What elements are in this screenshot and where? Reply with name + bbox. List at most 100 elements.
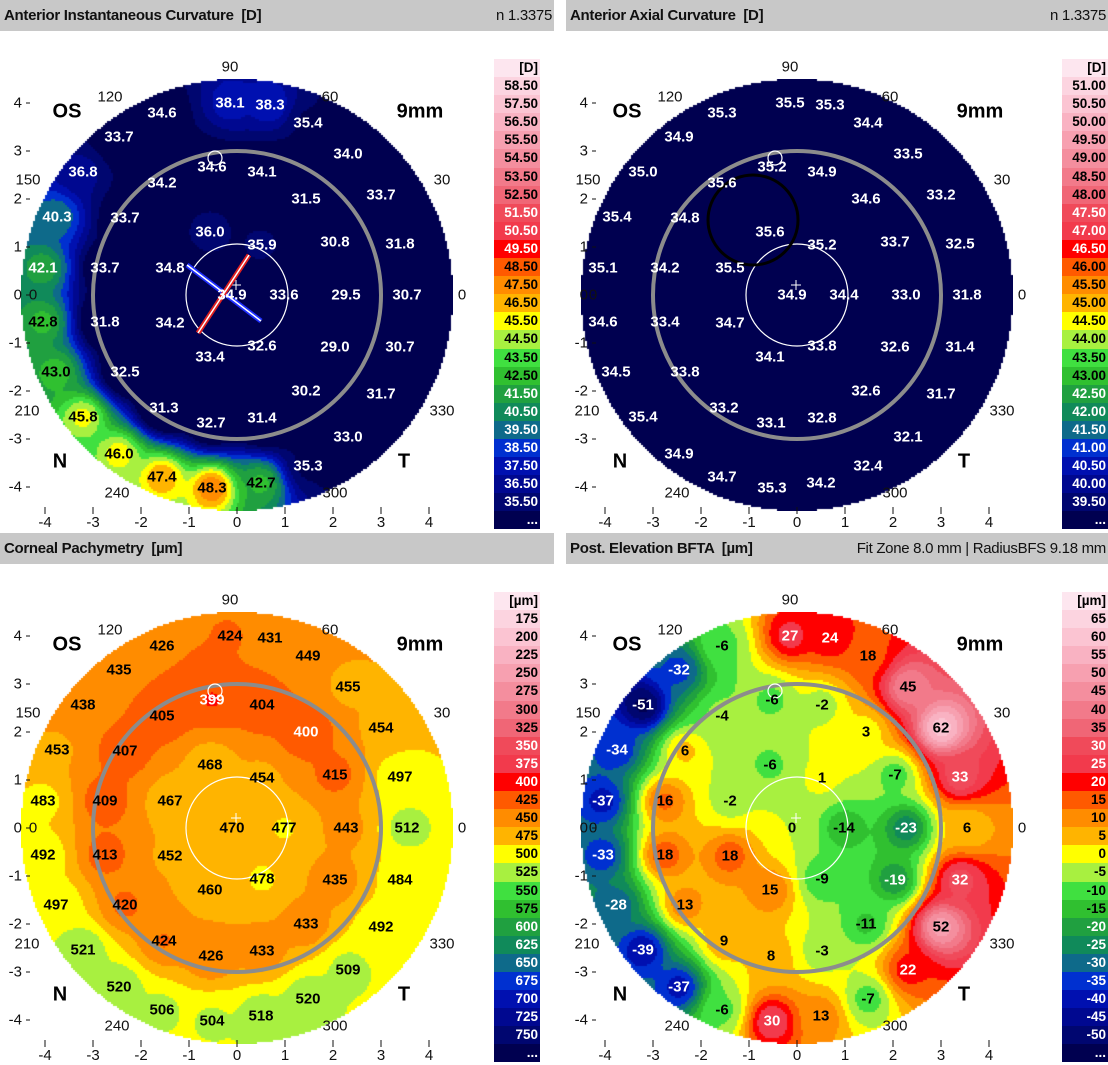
map-value: 31.7 xyxy=(926,385,956,403)
map-value: 29.5 xyxy=(331,286,361,304)
color-scale-step: 30 xyxy=(1062,736,1108,755)
color-scale-step: 48.00 xyxy=(1062,185,1108,204)
x-axis-label: -4 xyxy=(38,514,52,531)
x-axis-label: -2 xyxy=(134,514,148,531)
map-value: 443 xyxy=(333,819,359,837)
map-value: 35.5 xyxy=(775,94,805,112)
map-value: 477 xyxy=(271,819,297,837)
map-value: 33.7 xyxy=(880,233,910,251)
color-scale-step: 42.00 xyxy=(1062,402,1108,421)
map-value: 467 xyxy=(157,792,183,810)
color-scale-step: 50.50 xyxy=(1062,95,1108,114)
x-axis-label: 1 xyxy=(840,1047,850,1064)
map-value: -32 xyxy=(668,661,690,679)
color-scale-step: 0 xyxy=(1062,845,1108,864)
map-value: 13 xyxy=(812,1007,830,1025)
color-scale-step: 750 xyxy=(494,1026,540,1045)
map-value: 47.4 xyxy=(147,468,177,486)
map-value: 33.4 xyxy=(195,348,225,366)
map-value: 35.2 xyxy=(757,158,787,176)
map-value: 33.8 xyxy=(807,337,837,355)
pupil-circle xyxy=(745,776,849,880)
map-value: 34.9 xyxy=(217,286,247,304)
map-value: 35.4 xyxy=(628,408,658,426)
color-scale-step: -5 xyxy=(1062,863,1108,882)
map-value: 424 xyxy=(217,627,243,645)
angle-label: 0 xyxy=(588,819,598,837)
map-value: -6 xyxy=(763,756,777,774)
map-value: 35.4 xyxy=(293,114,323,132)
color-scale-more: ... xyxy=(494,1044,540,1063)
color-scale-step: 35.50 xyxy=(494,493,540,512)
x-axis-label: 4 xyxy=(424,1047,434,1064)
map-value: 520 xyxy=(106,978,132,996)
y-axis-label: -2 xyxy=(8,382,22,400)
panel-title: Corneal Pachymetry [µm] xyxy=(4,540,183,557)
apex-cross-marker xyxy=(231,813,241,823)
apex-cross-marker xyxy=(231,280,241,290)
color-scale-step: 10 xyxy=(1062,809,1108,828)
color-scale-step: 50.00 xyxy=(1062,113,1108,132)
pupil-circle xyxy=(745,243,849,347)
color-scale-step: 43.50 xyxy=(494,348,540,367)
map-value: 34.9 xyxy=(807,163,837,181)
panel-info: n 1.3375 xyxy=(1050,7,1106,24)
map-value: 43.0 xyxy=(41,363,71,381)
angle-label: 210 xyxy=(574,935,600,953)
map-value: 30.2 xyxy=(291,382,321,400)
color-scale-step: 400 xyxy=(494,772,540,792)
color-scale-step: 55 xyxy=(1062,646,1108,665)
map-value: 33.1 xyxy=(756,414,786,432)
angle-label: 60 xyxy=(321,88,339,106)
color-scale-step: 46.50 xyxy=(494,294,540,313)
map-value: 32.5 xyxy=(945,235,975,253)
map-value: 1 xyxy=(817,769,827,787)
x-axis-label: 0 xyxy=(792,1047,802,1064)
color-scale-step: 37.50 xyxy=(494,457,540,476)
color-scale: [D] 58.50 57.50 56.50 55.50 54.50 53.50 52.50 51… xyxy=(494,59,540,530)
color-scale-step: -35 xyxy=(1062,971,1108,991)
x-axis-label: 0 xyxy=(232,514,242,531)
map-value: 33.7 xyxy=(90,259,120,277)
color-scale-step: 300 xyxy=(494,700,540,719)
map-value: 34.2 xyxy=(147,174,177,192)
color-scale-step: 49.50 xyxy=(1062,131,1108,150)
map-value: 454 xyxy=(249,769,275,787)
map-value: 453 xyxy=(44,741,70,759)
map-value: 512 xyxy=(394,819,420,837)
map-value: 6 xyxy=(680,742,690,760)
map-overlay xyxy=(592,102,990,514)
map-value: 424 xyxy=(151,932,177,950)
map-value: 42.8 xyxy=(28,313,58,331)
angle-label: 330 xyxy=(429,935,455,953)
y-axis-label: 3 xyxy=(13,142,22,160)
map-value: 31.3 xyxy=(149,399,179,417)
map-value: 18 xyxy=(721,847,739,865)
map-value: 33 xyxy=(951,768,969,786)
nasal-label: N xyxy=(52,983,68,1006)
map-value: -39 xyxy=(632,941,654,959)
color-scale-step: 600 xyxy=(494,917,540,936)
x-axis-label: 3 xyxy=(936,514,946,531)
map-value: 407 xyxy=(112,742,138,760)
map-value: 22 xyxy=(899,961,917,979)
angle-label: 60 xyxy=(321,621,339,639)
color-scale-step: 525 xyxy=(494,863,540,882)
panel-title: Anterior Axial Curvature [D] xyxy=(570,7,764,24)
color-scale-step: 625 xyxy=(494,935,540,954)
y-axis-label: -1 xyxy=(574,334,588,352)
map-overlay xyxy=(26,102,430,514)
color-scale-step: 47.00 xyxy=(1062,221,1108,240)
zone-label: 9mm xyxy=(956,633,1004,656)
color-scale-step: 65 xyxy=(1062,610,1108,629)
nasal-label: N xyxy=(612,983,628,1006)
zone-label: 9mm xyxy=(956,100,1004,123)
map-value: -33 xyxy=(592,846,614,864)
color-scale-step: 51.00 xyxy=(1062,77,1108,96)
apex-cross-marker xyxy=(791,813,801,823)
x-axis-label: 3 xyxy=(376,514,386,531)
map-value: 27 xyxy=(781,627,799,645)
eye-label: OS xyxy=(52,100,82,123)
map-value: 409 xyxy=(92,792,118,810)
temporal-label: T xyxy=(397,450,411,473)
